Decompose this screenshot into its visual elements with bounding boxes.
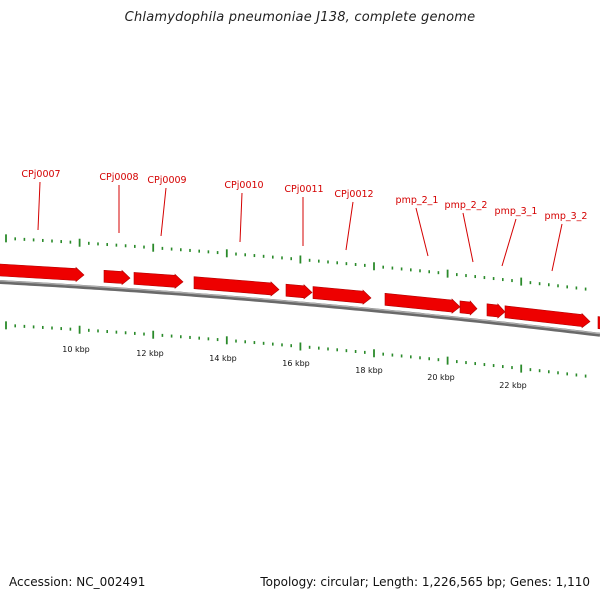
- scale-label: 10 kbp: [62, 345, 90, 354]
- gene-arrow: [193, 276, 280, 297]
- scale-label: 18 kbp: [355, 366, 383, 375]
- gene-leader-line: [239, 192, 243, 243]
- scale-label: 20 kbp: [427, 373, 455, 382]
- gene-arrow: [133, 272, 184, 289]
- accession-text: Accession: NC_002491: [9, 575, 146, 589]
- genome-summary-text: Topology: circular; Length: 1,226,565 bp…: [260, 575, 590, 589]
- scale-label: 12 kbp: [136, 349, 164, 358]
- gene-label: pmp_2_1: [396, 195, 439, 206]
- gene-leader-line: [501, 218, 517, 267]
- gene-arrow-track: [0, 263, 600, 330]
- gene-arrow: [103, 269, 131, 286]
- genome-backbone: [0, 280, 600, 337]
- gene-leader-line: [462, 212, 474, 263]
- gene-arrow: [0, 263, 85, 283]
- gene-label: pmp_3_2: [545, 211, 588, 222]
- gene-leader-line: [37, 181, 41, 231]
- gene-leader-line: [415, 207, 429, 257]
- gene-arrow: [504, 305, 591, 329]
- scale-label: 14 kbp: [209, 354, 237, 363]
- gene-label: pmp_3_1: [495, 206, 538, 217]
- gene-leader-line: [551, 223, 563, 272]
- gene-label: CPj0010: [224, 180, 263, 191]
- gene-label: CPj0011: [284, 184, 323, 195]
- gene-label-track: CPj0007 CPj0008 CPj0009 CPj0010 CPj0011 CPj00…: [21, 169, 588, 272]
- gene-arrow: [459, 300, 478, 316]
- gene-label: CPj0012: [334, 189, 373, 200]
- gene-label: CPj0008: [99, 172, 138, 183]
- gene-label: pmp_2_2: [445, 200, 488, 211]
- gene-arrow: [285, 283, 313, 300]
- gene-leader-line: [160, 187, 167, 237]
- inner-tick-track: [5, 321, 587, 378]
- outer-tick-track: [5, 234, 587, 291]
- scale-label: 22 kbp: [499, 381, 527, 390]
- gene-label: CPj0007: [21, 169, 60, 180]
- backbone-highlight: [0, 280, 600, 335]
- backbone-line: [0, 280, 600, 337]
- gene-leader-line: [345, 201, 354, 251]
- map-title: Chlamydophila pneumoniae J138, complete …: [124, 10, 476, 25]
- gene-label: CPj0009: [147, 175, 186, 186]
- scale-label: 16 kbp: [282, 359, 310, 368]
- gene-arrow: [486, 303, 506, 319]
- gene-arrow: [384, 292, 461, 314]
- gene-arrow: [312, 286, 372, 305]
- scale-label-track: 10 kbp 12 kbp 14 kbp 16 kbp 18 kbp 20 kbp 22 k…: [62, 345, 527, 390]
